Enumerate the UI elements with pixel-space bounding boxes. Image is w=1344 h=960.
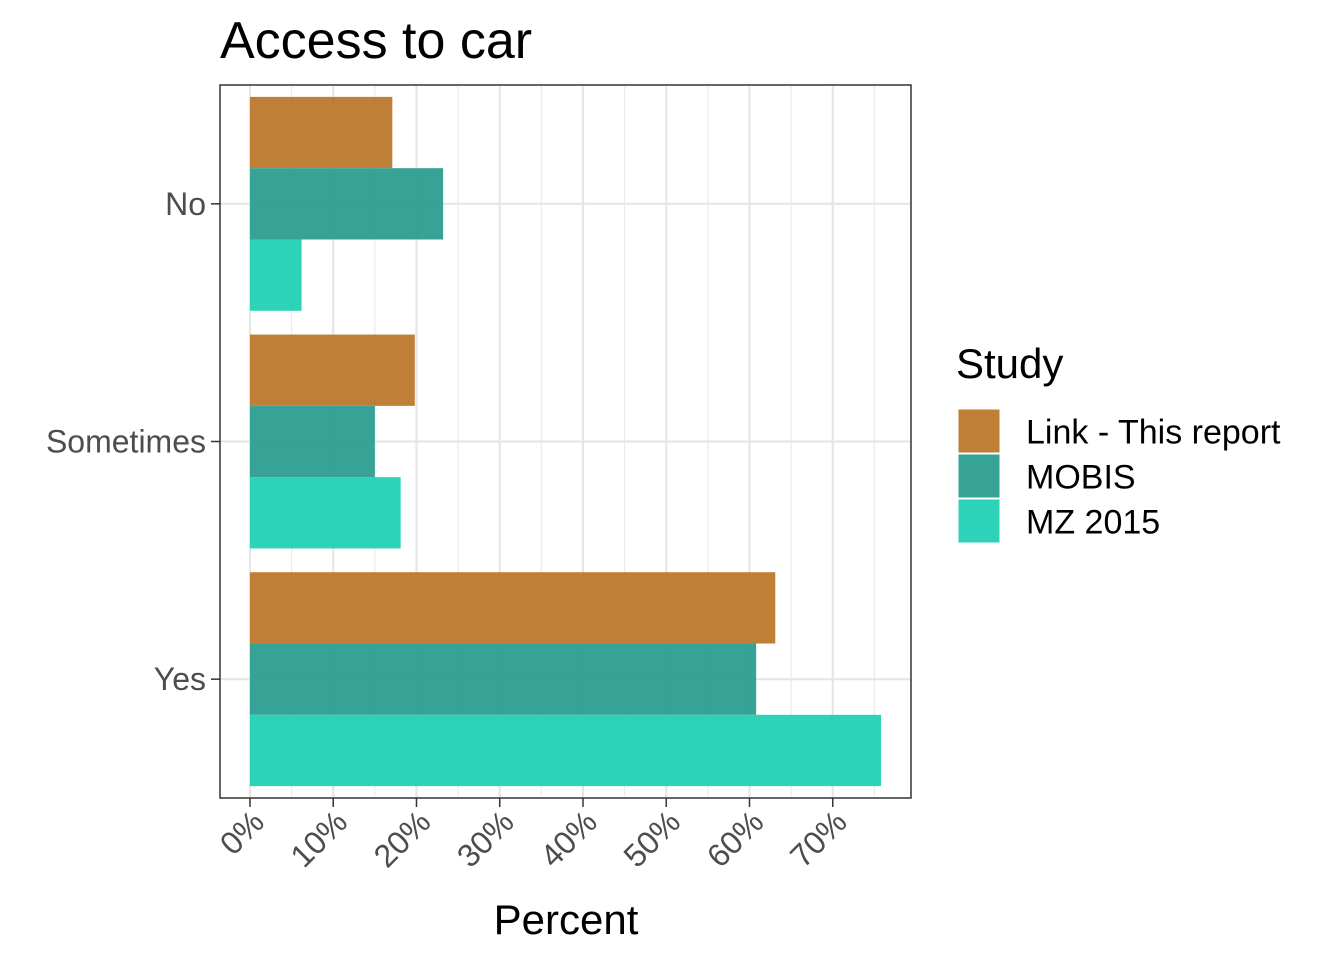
x-axis-title: Percent [494, 896, 639, 943]
chart-title: Access to car [220, 12, 532, 70]
y-tick-label: No [165, 186, 206, 222]
x-tick-label: 10% [283, 803, 354, 874]
legend: Study Link - This report MOBIS MZ 2015 [956, 340, 1281, 544]
x-tick-label: 60% [700, 803, 771, 874]
legend-key [957, 453, 1001, 499]
legend-label: MZ 2015 [1026, 504, 1160, 542]
bar-no-mobis [249, 168, 444, 240]
x-tick-label: 50% [616, 803, 687, 874]
bar-sometimes-mz-2015 [249, 477, 401, 549]
x-axis: 0% 10% 20% 30% 40% 50% 60% 70% [213, 798, 854, 874]
x-tick-label: 0% [213, 803, 271, 861]
x-tick-label: 30% [450, 803, 521, 874]
legend-label: MOBIS [1026, 459, 1136, 497]
bars [249, 96, 882, 787]
bar-sometimes-link-this-report [249, 334, 415, 406]
bar-no-link-this-report [249, 96, 393, 169]
bar-yes-mz-2015 [249, 714, 882, 787]
y-axis: No Sometimes Yes [46, 186, 220, 697]
x-tick-label: 20% [367, 803, 438, 874]
bar-sometimes-mobis [249, 405, 375, 478]
legend-key [957, 408, 1001, 454]
legend-label: Link - This report [1026, 414, 1281, 452]
y-tick-label: Sometimes [46, 424, 206, 460]
y-tick-label: Yes [154, 661, 206, 697]
x-tick-label: 40% [533, 803, 604, 874]
bar-yes-link-this-report [249, 572, 776, 644]
legend-key [957, 498, 1001, 544]
x-tick-label: 70% [783, 803, 854, 874]
bar-yes-mobis [249, 643, 757, 715]
bar-no-mz-2015 [249, 239, 302, 311]
legend-title: Study [956, 340, 1063, 387]
